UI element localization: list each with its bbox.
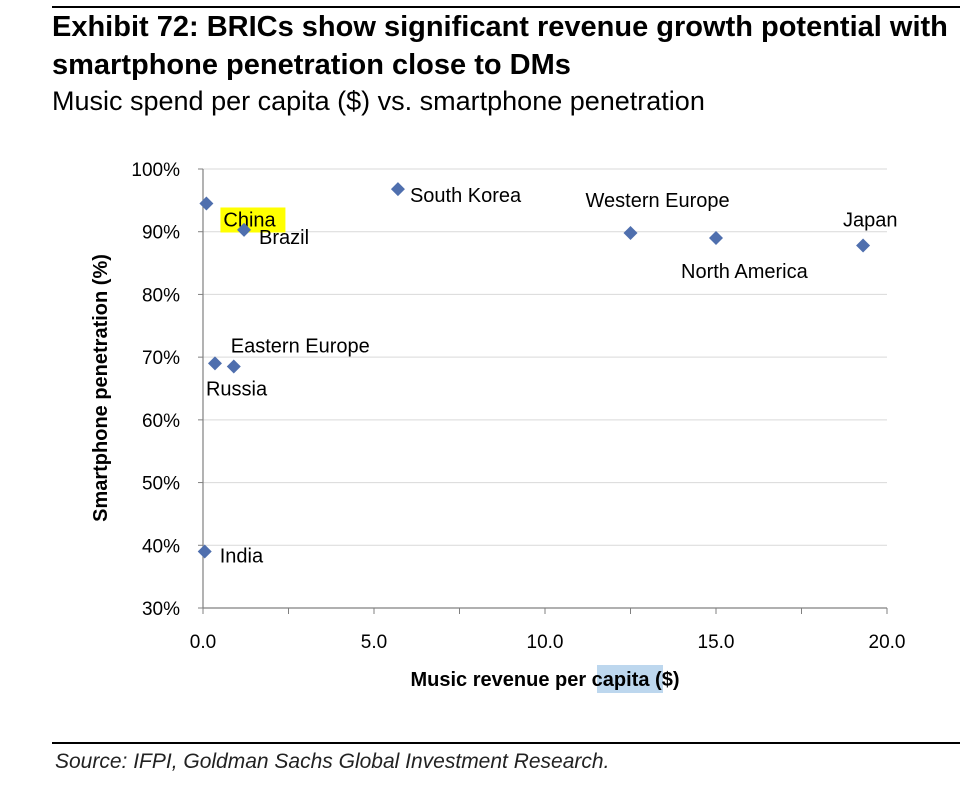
y-tick-label: 80% [142,285,180,306]
point-label: China [223,209,276,231]
point-label: South Korea [410,185,522,207]
data-point [237,222,252,237]
page-subtitle: Music spend per capita ($) vs. smartphon… [52,86,705,116]
data-point [199,196,214,211]
y-tick-label: 70% [142,348,180,369]
point-label: Eastern Europe [231,336,370,358]
bottom-rule [52,742,960,744]
y-tick-label: 50% [142,474,180,495]
x-tick-label: 5.0 [361,632,387,653]
point-label: Brazil [259,227,309,249]
x-tick-label: 15.0 [698,632,735,653]
data-point [197,544,212,559]
y-axis-label: Smartphone penetration (%) [90,254,112,522]
data-point [709,230,723,245]
x-axis-label: Music revenue per capita ($) [411,669,680,691]
point-label: Japan [843,210,898,232]
top-rule [52,6,960,8]
scatter-chart: 30% 40% 50% 60% 70% 80% 90% 100% 0.0 5.0 10.0 15.0 2… [90,160,906,693]
y-tick-label: 40% [142,536,180,557]
data-point [390,182,405,197]
source-note: Source: IFPI, Goldman Sachs Global Inves… [55,750,610,773]
y-tick-label: 30% [142,599,180,620]
data-point [856,238,871,253]
label-highlight [220,207,286,233]
y-tick-label: 60% [142,411,180,432]
point-label: North America [681,261,809,283]
y-tick-label: 90% [142,223,180,244]
data-point [207,356,222,371]
data-point [226,359,241,374]
x-tick-label: 20.0 [869,632,906,653]
point-label: Russia [206,378,268,400]
x-tick-label: 10.0 [527,632,564,653]
page-title: Exhibit 72: BRICs show significant reven… [52,11,948,81]
point-label: India [220,546,264,568]
data-point [623,225,638,240]
capita-highlight [597,665,663,693]
y-tick-label: 100% [131,160,180,181]
point-label: Western Europe [586,190,730,212]
x-tick-label: 0.0 [190,632,216,653]
